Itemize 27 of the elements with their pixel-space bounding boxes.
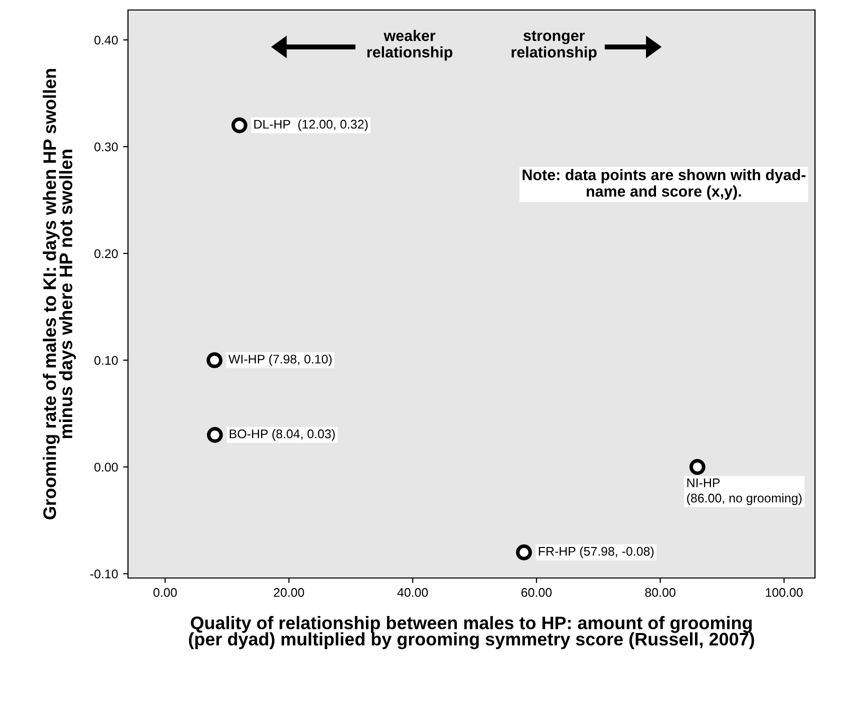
x-axis-title: Quality of relationship between males to HP: amount of grooming (per dyad) multiplied by grooming symmetry score (Russell, 2007) — [188, 616, 754, 650]
annotation: WI-HP (7.98, 0.10) — [228, 354, 332, 366]
x-tick-label: 80.00 — [645, 588, 676, 597]
y-tick-label: 0.40 — [94, 36, 118, 45]
x-tick-label: 60.00 — [521, 588, 552, 597]
y-tick-label: 0.10 — [94, 356, 118, 365]
y-tick-label: 0.00 — [94, 462, 118, 472]
annotation: BO-HP (8.04, 0.03) — [230, 429, 335, 441]
point — [206, 352, 222, 368]
y-tick-label: 0.20 — [94, 249, 118, 258]
x-tick-label: 0.00 — [153, 588, 177, 597]
x-tick-label: 100.00 — [766, 588, 803, 597]
annotation: NI-HP (86.00, no grooming) — [687, 478, 802, 505]
point — [206, 426, 223, 443]
y-tick-label: -0.10 — [90, 570, 118, 578]
y-tick-label: 0.30 — [94, 142, 118, 152]
x-tick-label: 40.00 — [397, 588, 428, 597]
point — [231, 117, 248, 134]
y-axis-title: Grooming rate of males to KI: days when HP swollen minus days where HP not swollen — [42, 69, 76, 520]
annotation: FR-HP (57.98, -0.08) — [538, 546, 654, 558]
annotation: weaker relationship — [367, 30, 452, 61]
point — [689, 459, 706, 475]
annotation: DL-HP (12.00, 0.32) — [254, 119, 368, 132]
annotation: stronger relationship — [512, 30, 597, 61]
x-tick-label: 20.00 — [274, 588, 304, 597]
annotation: Note: data points are shown with dyad- name and score (x,y). — [522, 169, 806, 200]
point — [516, 544, 532, 560]
